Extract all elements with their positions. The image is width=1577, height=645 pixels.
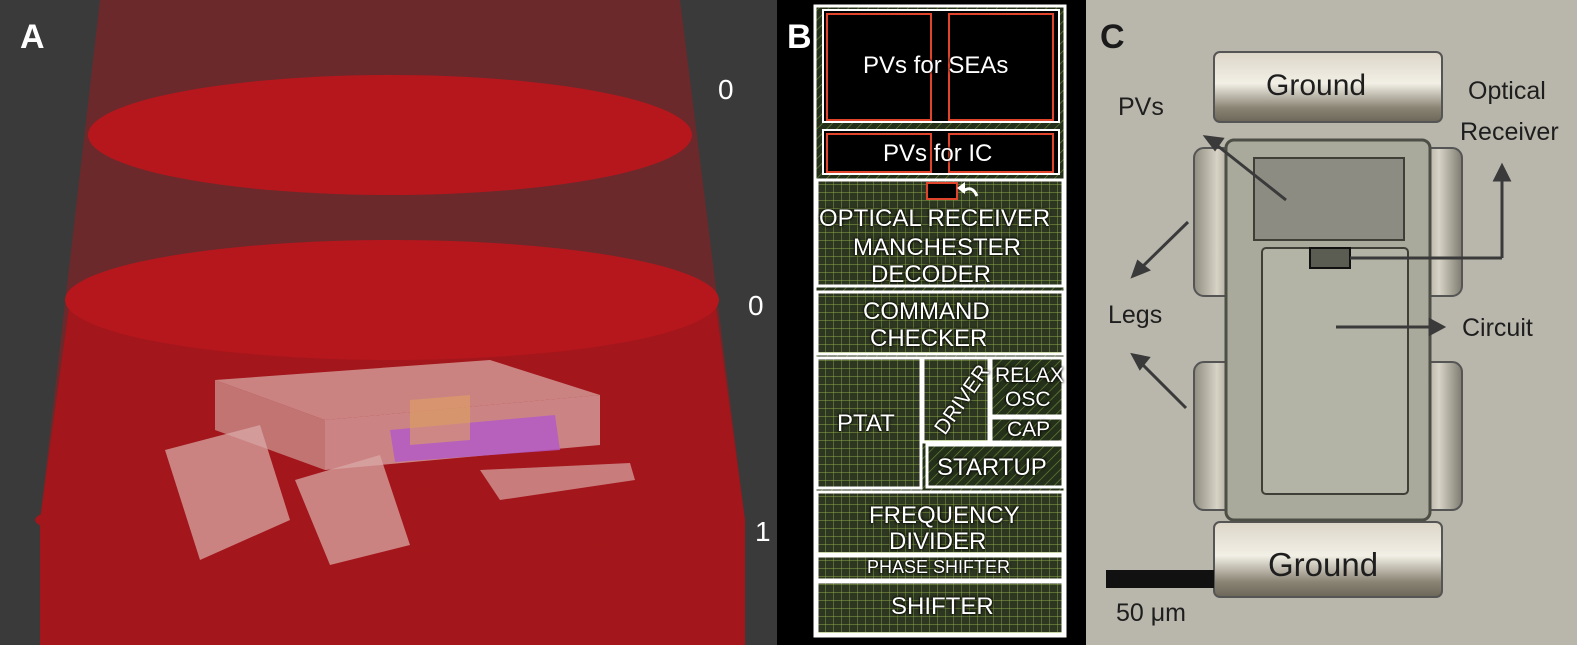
panel-c-micrograph: C Ground Ground PVs Optical Receiver Leg… (1086, 0, 1577, 645)
panel-label-c: C (1100, 18, 1125, 56)
label-legs: Legs (1108, 301, 1163, 329)
ptat-block (815, 356, 923, 490)
circuit-area (1261, 247, 1409, 495)
panel-label-b: B (787, 18, 812, 56)
label-circuit: Circuit (1462, 314, 1533, 342)
phase-shifter-block (815, 554, 1065, 582)
level-label-middle: 0 (748, 290, 764, 321)
level-label-top: 0 (718, 74, 734, 105)
label-pvs-for-ic: PVs for IC (883, 140, 993, 167)
label-checker: CHECKER (870, 325, 988, 352)
device-side-face (215, 380, 325, 470)
device-top-face (215, 360, 600, 420)
device-leg (165, 425, 290, 560)
pv-area (1253, 157, 1405, 241)
beam-illustration (35, 0, 745, 645)
light-disk-top (88, 75, 692, 195)
micrograph (1106, 51, 1512, 598)
optical-receiver-box (1309, 247, 1351, 269)
level-label-bottom: 1 (755, 516, 771, 547)
chip-layout (813, 4, 1067, 638)
relax-osc-block (989, 356, 1065, 418)
command-checker-block (815, 290, 1065, 356)
label-cap: CAP (1007, 418, 1051, 441)
label-ptat: PTAT (837, 410, 895, 437)
label-receiver: Receiver (1460, 118, 1559, 146)
device-wiring (410, 395, 470, 445)
device-leg (295, 455, 410, 565)
scale-bar (1106, 570, 1214, 588)
label-phase-shifter: PHASE SHIFTER (867, 557, 1011, 577)
label-command: COMMAND (863, 298, 990, 325)
panel-a-beam-render: A 0 0 1 (0, 0, 777, 645)
ground-pad-top (1213, 51, 1443, 123)
label-startup: STARTUP (937, 454, 1047, 481)
label-ground-bottom: Ground (1268, 546, 1379, 583)
label-pvs: PVs (1118, 93, 1164, 121)
startup-block (925, 443, 1065, 489)
panel-label-a: A (20, 18, 45, 56)
light-disk-middle (65, 240, 719, 360)
label-shifter: SHIFTER (891, 593, 994, 620)
label-decoder: DECODER (871, 261, 992, 288)
label-scale: 50 μm (1116, 599, 1186, 627)
label-frequency: FREQUENCY (869, 502, 1020, 529)
label-osc: OSC (1005, 388, 1051, 411)
frequency-divider-block (815, 490, 1065, 556)
cap-block (989, 416, 1065, 444)
panel-b-chip-layout: B PVs for SEAs PVs for IC OPTICAL RECEIV… (777, 0, 1086, 645)
label-pvs-for-seas: PVs for SEAs (863, 52, 1009, 79)
label-optical-receiver: OPTICAL RECEIVER (819, 205, 1051, 232)
label-optical: Optical (1468, 77, 1546, 105)
ground-pad-bottom (1213, 521, 1443, 598)
label-divider: DIVIDER (889, 528, 987, 555)
label-manchester: MANCHESTER (853, 234, 1022, 261)
label-relax: RELAX (995, 364, 1064, 387)
shifter-block (815, 580, 1065, 636)
label-ground-top: Ground (1266, 69, 1367, 102)
photodiode (926, 182, 958, 200)
driver-block (921, 356, 991, 444)
device-leg (480, 463, 635, 500)
